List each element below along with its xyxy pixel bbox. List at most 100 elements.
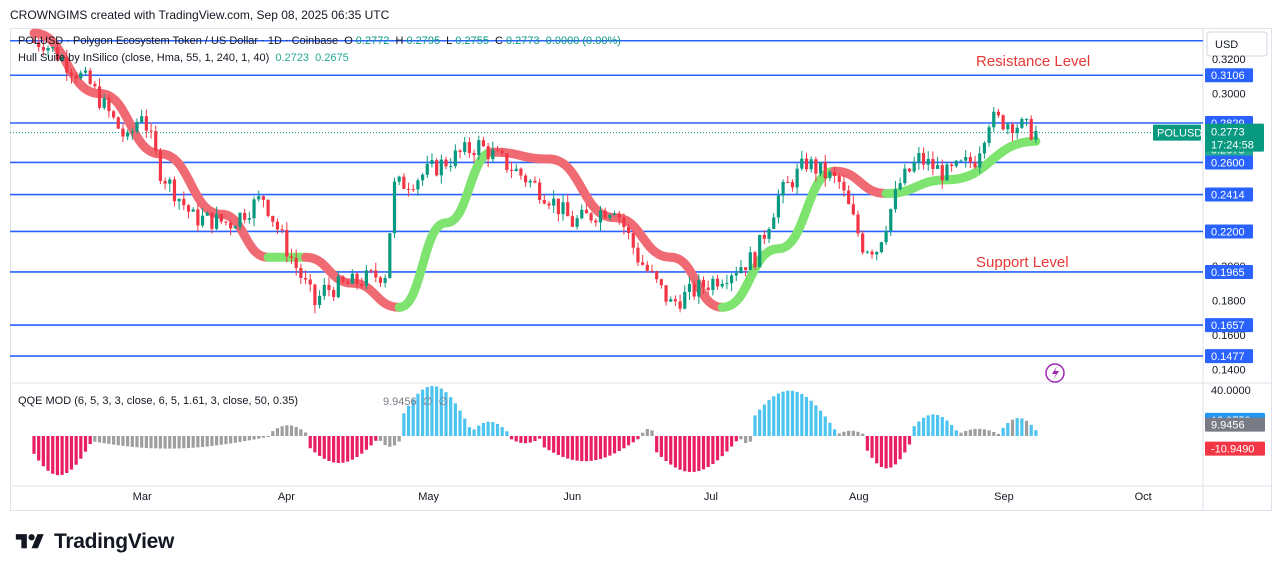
- candle-body: [659, 279, 663, 286]
- qqe-bar: [425, 387, 429, 436]
- candle-body: [229, 222, 233, 229]
- hull-band-segment: [347, 278, 404, 312]
- symbol-tag-text: POLUSD: [1157, 128, 1202, 140]
- candle-body: [739, 267, 743, 274]
- qqe-bar: [224, 436, 228, 445]
- candle-body: [285, 229, 289, 257]
- candle-body: [968, 157, 972, 163]
- qqe-value-tag: [1205, 417, 1265, 432]
- qqe-bar: [360, 436, 364, 454]
- candle-body: [954, 160, 958, 167]
- qqe-bar: [996, 433, 1001, 436]
- candle-body: [837, 176, 841, 182]
- candle-body: [889, 209, 893, 231]
- qqe-title[interactable]: QQE MOD (6, 5, 3, 3, close, 6, 5, 1.61, …: [18, 395, 299, 407]
- qqe-bar: [514, 436, 518, 442]
- price-label-text: 0.2200: [1211, 226, 1245, 238]
- candle-body: [369, 270, 373, 272]
- qqe-bar: [678, 436, 682, 470]
- qqe-bar: [163, 436, 167, 449]
- open-label: O: [344, 35, 353, 47]
- candle-body: [561, 202, 565, 215]
- qqe-bar: [322, 436, 326, 459]
- qqe-bar: [715, 436, 720, 461]
- candle-body: [294, 257, 298, 268]
- qqe-bar: [589, 436, 593, 461]
- candle-body: [332, 290, 336, 298]
- qqe-bar: [406, 405, 411, 436]
- candle-body: [912, 162, 916, 172]
- qqe-bar: [584, 436, 589, 462]
- qqe-bar: [926, 415, 930, 436]
- candle-body: [514, 168, 518, 172]
- qqe-bar: [641, 432, 645, 436]
- candle-body: [177, 198, 181, 202]
- candle-body: [341, 276, 345, 282]
- high-label: H: [395, 35, 404, 47]
- qqe-bar: [818, 410, 823, 436]
- candle-body: [776, 195, 781, 218]
- candle-body: [973, 162, 977, 168]
- qqe-bar: [317, 436, 322, 456]
- candle-body: [683, 291, 687, 309]
- qqe-bar: [781, 391, 785, 436]
- candle-body: [275, 221, 280, 230]
- candle-body: [111, 111, 116, 118]
- qqe-bar: [247, 436, 251, 441]
- price-label-text: 0.3106: [1211, 70, 1245, 82]
- candle-body: [594, 220, 598, 223]
- candle-body: [893, 189, 898, 210]
- qqe-bar: [664, 436, 668, 462]
- qqe-bar: [570, 436, 575, 460]
- qqe-bar: [172, 436, 177, 449]
- candle-body: [205, 212, 209, 216]
- hull-band-segment: [216, 209, 273, 262]
- candle-body: [626, 227, 631, 234]
- qqe-bar: [978, 428, 982, 436]
- candle-body: [65, 57, 69, 73]
- qqe-bar: [69, 436, 74, 470]
- candle-body: [772, 217, 776, 229]
- qqe-bar: [37, 436, 41, 461]
- candle-body: [580, 209, 584, 219]
- candle-body: [388, 233, 392, 278]
- candle-body: [664, 285, 668, 302]
- qqe-bar: [289, 425, 294, 436]
- qqe-bar: [566, 436, 570, 459]
- candle-body: [687, 283, 692, 292]
- candle-body: [987, 127, 991, 143]
- qqe-bar: [51, 436, 55, 474]
- qqe-bar: [149, 436, 153, 449]
- qqe-bar: [83, 436, 88, 452]
- y-tick-label: 0.3000: [1212, 89, 1246, 101]
- qqe-bar: [790, 390, 795, 436]
- qqe-bar: [968, 429, 972, 436]
- qqe-bar: [580, 436, 584, 462]
- qqe-bar: [191, 436, 195, 448]
- tradingview-logo[interactable]: TradingView: [12, 530, 174, 554]
- qqe-bar: [804, 396, 809, 436]
- candle-body: [903, 168, 907, 184]
- candle-body: [538, 182, 542, 200]
- candle-body: [926, 158, 930, 165]
- candle-body: [992, 111, 996, 128]
- candle-body: [453, 150, 457, 167]
- symbol-title[interactable]: POLUSD · Polygon Ecosystem Token / US Do…: [18, 35, 339, 47]
- qqe-bar: [1034, 430, 1038, 436]
- candle-body: [126, 132, 130, 137]
- qqe-bar: [299, 429, 303, 436]
- qqe-legend-values: 9.9456 ∅ ∅: [383, 395, 448, 408]
- hull-title[interactable]: Hull Suite by InSilico (close, Hma, 55, …: [18, 52, 270, 64]
- qqe-bar: [420, 389, 425, 436]
- qqe-bar: [93, 436, 97, 442]
- qqe-bar: [477, 425, 481, 436]
- qqe-bar: [210, 436, 214, 446]
- candle-body: [46, 47, 50, 51]
- candle-body: [804, 158, 809, 170]
- qqe-bar: [182, 436, 186, 449]
- qqe-bar: [308, 436, 312, 449]
- candle-body: [865, 251, 869, 253]
- qqe-bar: [1006, 423, 1010, 436]
- candle-body: [383, 277, 387, 283]
